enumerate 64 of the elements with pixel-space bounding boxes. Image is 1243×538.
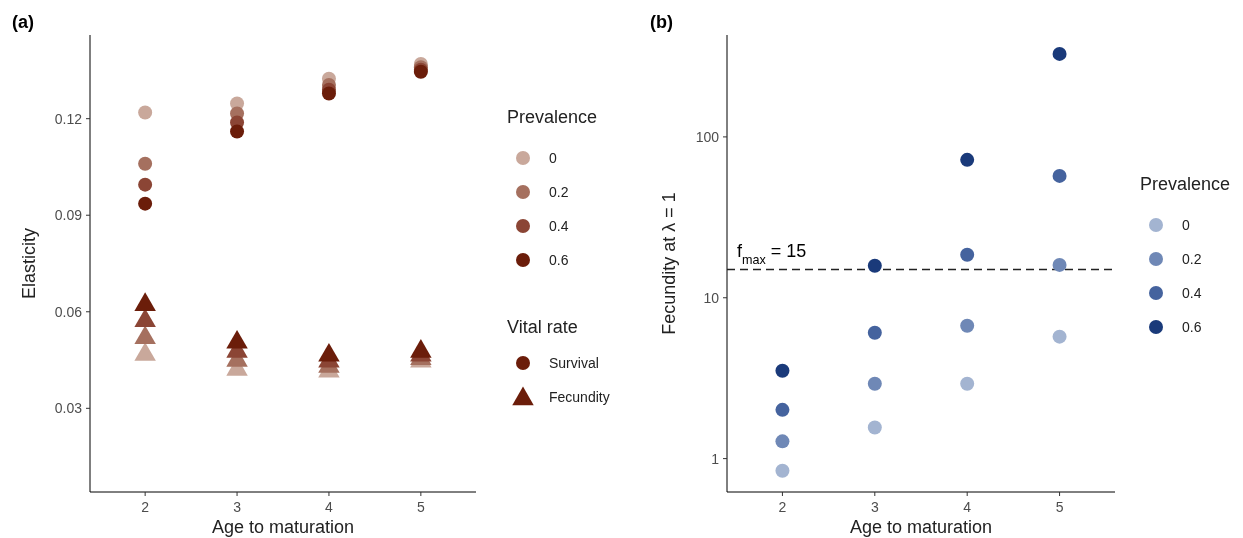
legend-title: Prevalence xyxy=(1140,174,1231,194)
point xyxy=(230,124,245,139)
y-tick-label: 10 xyxy=(703,289,720,306)
point xyxy=(775,434,790,449)
point xyxy=(321,86,336,101)
point xyxy=(138,105,153,120)
point xyxy=(1052,329,1067,344)
point xyxy=(134,325,156,345)
legend-label: 0 xyxy=(549,149,557,166)
text: Fecundity xyxy=(549,388,610,405)
y-axis-title: Elasticity xyxy=(19,227,39,300)
point xyxy=(960,247,975,262)
point xyxy=(960,152,975,167)
x-tick-label: 5 xyxy=(416,499,425,515)
point xyxy=(867,376,882,391)
y-tick-label: 0.06 xyxy=(54,303,83,320)
ref-line-label: f$_{max}$ = 15 xyxy=(737,241,807,268)
legend-title: Prevalence xyxy=(507,107,598,127)
point xyxy=(960,318,975,333)
point xyxy=(1052,257,1067,272)
point xyxy=(138,196,153,211)
y-tick-label: 0.12 xyxy=(54,110,83,127)
chart-title: (b) xyxy=(650,12,673,32)
point xyxy=(775,363,790,378)
x-tick-label: 2 xyxy=(141,499,150,515)
legend-label: 0.6 xyxy=(1182,318,1202,335)
legend-label: 0.2 xyxy=(1182,250,1202,267)
x-tick-label: 3 xyxy=(233,499,242,515)
y-axis-title: Fecundity at λ = 1 xyxy=(659,192,679,335)
point xyxy=(134,342,156,361)
x-axis-title: Age to maturation xyxy=(849,517,993,537)
point xyxy=(138,177,153,192)
y-tick-label: 0.09 xyxy=(54,207,83,224)
point xyxy=(138,156,153,171)
text: Survival xyxy=(549,354,599,371)
point xyxy=(867,420,882,435)
legend-label: 0.6 xyxy=(549,251,569,268)
legend-label: 0.2 xyxy=(549,183,569,200)
x-tick-label: 4 xyxy=(325,499,334,515)
y-tick-label: 0.03 xyxy=(54,400,83,417)
point xyxy=(775,463,790,478)
x-axis-title: Age to maturation xyxy=(211,517,355,537)
point xyxy=(867,325,882,340)
x-tick-label: 4 xyxy=(963,499,972,515)
y-tick-label: 100 xyxy=(695,128,720,145)
point xyxy=(134,292,156,311)
point xyxy=(410,339,432,358)
point xyxy=(1052,46,1067,61)
x-tick-label: 3 xyxy=(870,499,879,515)
point xyxy=(1052,168,1067,183)
point xyxy=(318,342,340,362)
legend-label: 0 xyxy=(1182,216,1190,233)
legend-label: 0.4 xyxy=(549,217,569,234)
chart-title: (a) xyxy=(12,12,34,32)
point xyxy=(960,376,975,391)
point xyxy=(134,308,156,328)
point xyxy=(775,402,790,417)
y-tick-label: 1 xyxy=(711,450,720,467)
x-tick-label: 2 xyxy=(778,499,787,515)
legend-label: 0.4 xyxy=(1182,284,1202,301)
text: Vital rate xyxy=(507,317,578,337)
point xyxy=(867,258,882,273)
point xyxy=(226,330,248,349)
x-tick-label: 5 xyxy=(1055,499,1064,515)
